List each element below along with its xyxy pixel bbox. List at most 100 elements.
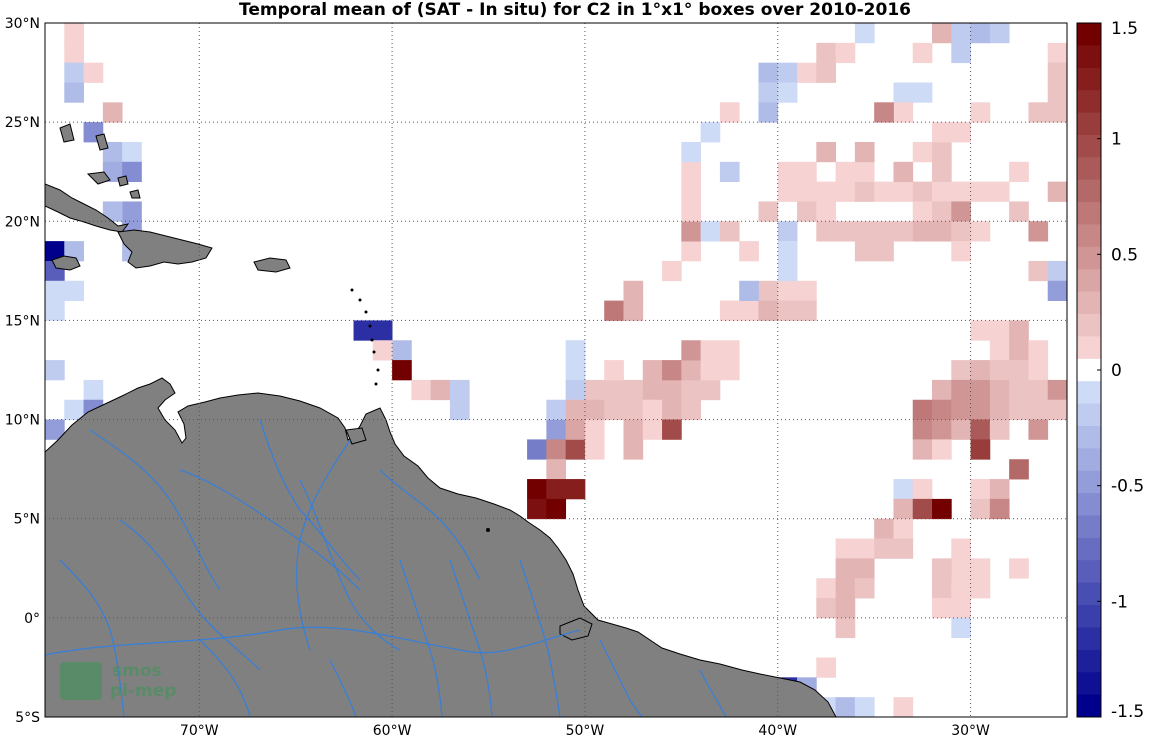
heatmap-cell xyxy=(912,479,933,500)
heatmap-cell xyxy=(989,399,1010,420)
heatmap-cell xyxy=(816,62,837,83)
heatmap-cell xyxy=(739,280,759,301)
heatmap-cell xyxy=(700,221,721,242)
colorbar-segment xyxy=(1077,202,1101,225)
hispaniola-island xyxy=(117,229,213,269)
heatmap-cell xyxy=(854,578,875,599)
heatmap-cell xyxy=(662,379,682,401)
heatmap-cell xyxy=(642,399,663,420)
heatmap-cell xyxy=(719,340,740,361)
heatmap-cell xyxy=(64,241,84,262)
heatmap-cell xyxy=(932,221,952,242)
heatmap-cell xyxy=(777,62,798,83)
heatmap-cell xyxy=(527,498,547,520)
heatmap-cell xyxy=(816,181,837,202)
colorbar-segment xyxy=(1077,493,1101,517)
heatmap-cell xyxy=(45,419,65,440)
x-tick-label: 60°W xyxy=(373,723,412,739)
heatmap-cell xyxy=(758,300,779,321)
heatmap-cell xyxy=(989,23,1010,44)
colorbar-segment xyxy=(1077,336,1101,360)
colorbar-segment xyxy=(1077,694,1101,718)
x-tick-label: 70°W xyxy=(180,723,219,739)
heatmap-cell xyxy=(392,340,412,361)
svg-text:smos: smos xyxy=(112,661,162,681)
colorbar-segment xyxy=(1077,381,1101,405)
heatmap-cell xyxy=(932,598,952,619)
heatmap-cell xyxy=(1047,260,1067,282)
heatmap-cell xyxy=(989,479,1010,500)
cuba-island xyxy=(45,183,130,233)
heatmap-cell xyxy=(854,141,875,163)
heatmap-cell xyxy=(700,379,721,401)
heatmap-cell xyxy=(411,379,432,401)
heatmap-cell xyxy=(662,360,682,381)
heatmap-cell xyxy=(777,181,798,202)
heatmap-cell xyxy=(912,498,933,520)
heatmap-cell xyxy=(912,42,933,64)
heatmap-cell xyxy=(719,102,740,123)
heatmap-cell xyxy=(970,23,991,44)
heatmap-cell xyxy=(893,102,914,123)
heatmap-cell xyxy=(970,419,991,440)
heatmap-cell xyxy=(1028,379,1049,401)
heatmap-cell xyxy=(835,598,856,619)
heatmap-cell xyxy=(932,201,952,222)
heatmap-cell xyxy=(932,439,952,460)
y-tick-labels: 30°N 25°N 20°N 15°N 10°N 5°N 0° 5°S xyxy=(5,16,40,726)
heatmap-cell xyxy=(893,697,914,717)
y-tick-label: 15°N xyxy=(5,313,40,329)
colorbar-segment xyxy=(1077,358,1101,382)
heatmap-cell xyxy=(970,439,991,460)
heatmap-cell xyxy=(951,221,971,242)
heatmap-cell xyxy=(1009,379,1029,401)
colorbar-segment xyxy=(1077,67,1101,91)
heatmap-cell xyxy=(546,479,567,500)
y-tick-label: 20°N xyxy=(5,214,40,230)
heatmap-cell xyxy=(1047,42,1067,64)
heatmap-cell xyxy=(1009,201,1029,222)
colorbar-segment xyxy=(1077,672,1101,696)
heatmap-cell xyxy=(932,181,952,202)
heatmap-cell xyxy=(854,697,875,717)
heatmap-cell xyxy=(951,578,971,599)
heatmap-cell xyxy=(372,340,393,361)
heatmap-cell xyxy=(1009,161,1029,183)
heatmap-cell xyxy=(1047,379,1067,401)
heatmap-cell xyxy=(932,161,952,183)
heatmap-cell xyxy=(835,617,856,639)
heatmap-cell xyxy=(932,141,952,163)
heatmap-cell xyxy=(584,379,605,401)
heatmap-cell xyxy=(623,399,644,420)
heatmap-cell xyxy=(1047,399,1067,420)
colorbar-segment xyxy=(1077,314,1101,337)
colorbar-segment xyxy=(1077,403,1101,427)
heatmap-cell xyxy=(874,181,894,202)
colorbar-segment xyxy=(1077,560,1101,584)
heatmap-cell xyxy=(874,102,894,123)
colorbar-segment xyxy=(1077,605,1101,628)
heatmap-cell xyxy=(565,399,586,420)
heatmap-cell xyxy=(758,82,779,103)
heatmap-cell xyxy=(932,498,952,520)
heatmap-cell xyxy=(816,657,837,678)
heatmap-cell xyxy=(970,558,991,579)
heatmap-cell xyxy=(584,439,605,460)
heatmap-cell xyxy=(1028,340,1049,361)
heatmap-cell xyxy=(700,340,721,361)
colorbar-label: -0.5 xyxy=(1111,477,1144,497)
heatmap-cell xyxy=(989,320,1010,341)
colorbar-segment xyxy=(1077,224,1101,248)
heatmap-cell xyxy=(449,379,470,401)
heatmap-cell xyxy=(835,558,856,579)
heatmap-cell xyxy=(1009,399,1029,420)
heatmap-cell xyxy=(874,538,894,559)
heatmap-cell xyxy=(681,241,702,262)
heatmap-cell xyxy=(623,419,644,440)
heatmap-cell xyxy=(951,617,971,639)
heatmap-cell xyxy=(1047,280,1067,301)
heatmap-cell xyxy=(777,221,798,242)
heatmap-cell xyxy=(623,379,644,401)
heatmap-cell xyxy=(353,320,374,341)
colorbar-segment xyxy=(1077,134,1101,158)
